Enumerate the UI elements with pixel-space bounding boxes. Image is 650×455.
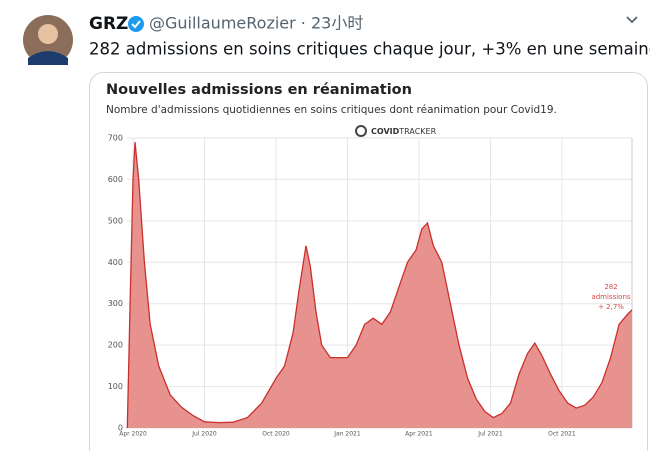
y-tick-label: 100 — [108, 382, 123, 391]
x-tick-label: Oct 2021 — [548, 431, 576, 438]
media-card[interactable] — [89, 72, 648, 455]
y-tick-label: 500 — [108, 216, 123, 225]
more-button[interactable] — [626, 16, 638, 24]
line — [126, 142, 633, 429]
y-tick-label: 600 — [108, 175, 123, 184]
author-name[interactable]: GRZ — [89, 14, 128, 34]
y-tick-label: 200 — [108, 341, 123, 350]
y-tick-label: 300 — [108, 299, 123, 308]
annotation: + 2,7% — [598, 303, 624, 311]
logo: COVIDTRACKER — [371, 127, 437, 136]
logo-icon — [355, 125, 367, 137]
logo-bold: COVID — [371, 127, 400, 136]
chart-subtitle: Nombre d'admissions quotidiennes en soin… — [106, 104, 557, 116]
annotation: admissions — [591, 293, 630, 301]
y-tick-label: 0 — [118, 424, 123, 433]
plot: 0 100 200 300 400 500 600 700 Apr 2020 Jul 2020 Oc… — [108, 134, 633, 438]
annotation: 282 — [604, 283, 617, 291]
author-meta[interactable]: @GuillaumeRozier · 23小时 — [149, 14, 363, 33]
verified-badge — [128, 16, 144, 32]
avatar-face — [38, 24, 58, 44]
y-tick-label: 400 — [108, 258, 123, 267]
x-tick-label: Jan 2021 — [333, 431, 361, 438]
y-tick-label: 700 — [108, 134, 123, 143]
tweet-text: 282 admissions en soins critiques chaque… — [89, 40, 650, 59]
logo-light: TRACKER — [398, 127, 436, 136]
avatar-body — [28, 51, 68, 65]
x-tick-label: Apr 2020 — [119, 431, 147, 438]
area — [127, 142, 633, 428]
x-tick-label: Apr 2021 — [405, 431, 433, 438]
chart-title: Nouvelles admissions en réanimation — [106, 82, 412, 98]
x-tick-label: Oct 2020 — [262, 431, 290, 438]
x-tick-label: Jul 2020 — [191, 431, 217, 438]
verified-check — [131, 20, 141, 29]
x-tick-label: Jul 2021 — [477, 431, 503, 438]
